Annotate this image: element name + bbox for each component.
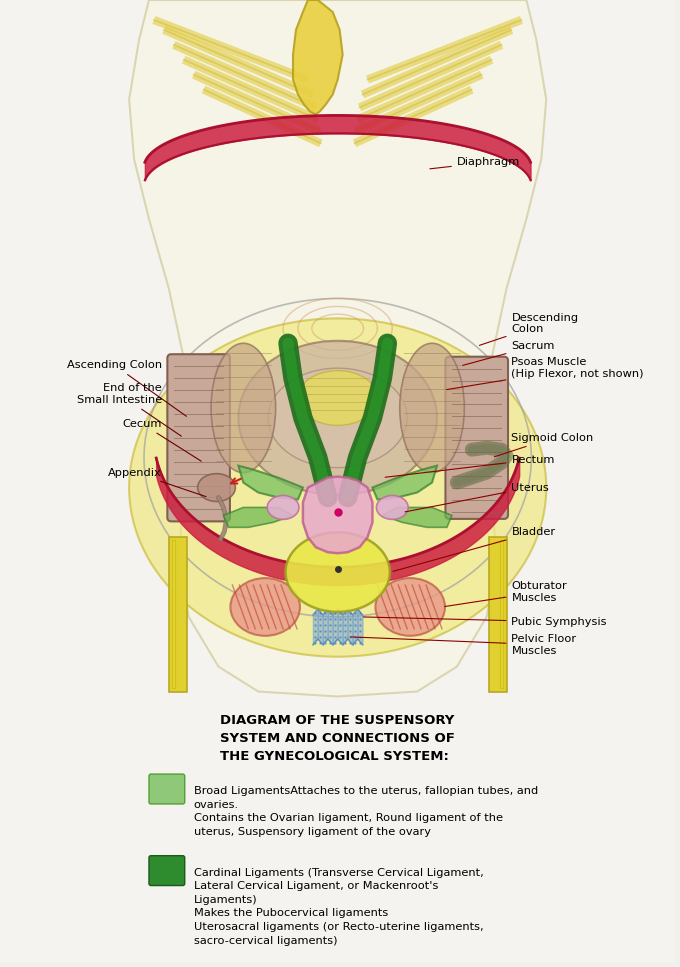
Text: Psoas Muscle
(Hip Flexor, not shown): Psoas Muscle (Hip Flexor, not shown) — [447, 358, 644, 390]
FancyBboxPatch shape — [149, 856, 185, 886]
Polygon shape — [129, 0, 546, 696]
Text: Broad LigamentsAttaches to the uterus, fallopian tubes, and
ovaries.
Contains th: Broad LigamentsAttaches to the uterus, f… — [194, 786, 538, 836]
FancyBboxPatch shape — [149, 775, 185, 804]
Text: Pubic Symphysis: Pubic Symphysis — [363, 617, 607, 627]
Text: End of the
Small Intestine: End of the Small Intestine — [77, 383, 182, 436]
Bar — [489, 538, 507, 691]
Ellipse shape — [268, 368, 407, 468]
Ellipse shape — [239, 340, 437, 495]
Text: Bladder: Bladder — [393, 527, 556, 571]
Ellipse shape — [400, 343, 464, 473]
Text: Obturator
Muscles: Obturator Muscles — [445, 581, 567, 606]
Ellipse shape — [286, 532, 390, 612]
Text: Uterus: Uterus — [405, 483, 549, 512]
Polygon shape — [239, 466, 303, 500]
Text: Pelvic Floor
Muscles: Pelvic Floor Muscles — [350, 634, 577, 656]
Bar — [169, 538, 187, 691]
Text: Sacrum: Sacrum — [462, 341, 555, 366]
Ellipse shape — [298, 370, 377, 425]
Text: Cecum: Cecum — [122, 419, 201, 461]
Ellipse shape — [129, 318, 546, 657]
Text: Descending
Colon: Descending Colon — [479, 312, 579, 345]
Ellipse shape — [198, 474, 235, 502]
Ellipse shape — [267, 495, 299, 519]
Text: Sigmoid Colon: Sigmoid Colon — [494, 433, 594, 456]
Polygon shape — [224, 508, 293, 527]
Ellipse shape — [377, 495, 408, 519]
Polygon shape — [373, 466, 437, 500]
Polygon shape — [382, 508, 452, 527]
Text: Rectum: Rectum — [385, 454, 555, 478]
Text: DIAGRAM OF THE SUSPENSORY
SYSTEM AND CONNECTIONS OF
THE GYNECOLOGICAL SYSTEM:: DIAGRAM OF THE SUSPENSORY SYSTEM AND CON… — [220, 715, 456, 763]
Text: Appendix: Appendix — [108, 468, 206, 497]
Text: Ascending Colon: Ascending Colon — [67, 360, 186, 416]
FancyBboxPatch shape — [445, 357, 508, 519]
Polygon shape — [293, 0, 343, 114]
Ellipse shape — [375, 578, 445, 635]
Ellipse shape — [231, 578, 300, 635]
Text: Diaphragm: Diaphragm — [430, 158, 520, 169]
Ellipse shape — [211, 343, 275, 473]
Polygon shape — [303, 477, 373, 553]
Text: Cardinal Ligaments (Transverse Cervical Ligament,
Lateral Cervical Ligament, or : Cardinal Ligaments (Transverse Cervical … — [194, 867, 483, 946]
FancyBboxPatch shape — [167, 354, 230, 521]
